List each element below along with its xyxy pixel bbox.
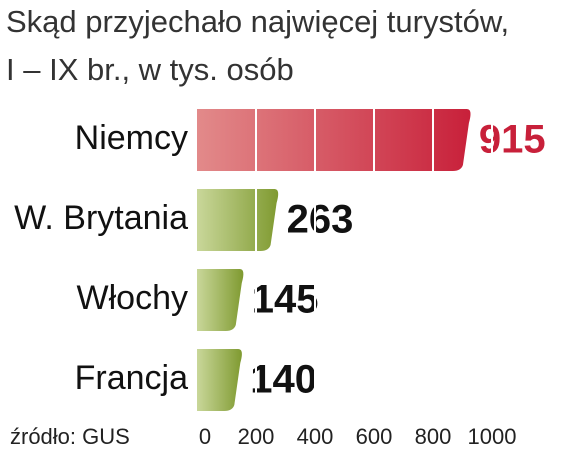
x-tick-label: 200 — [238, 424, 275, 449]
value-label: 145 — [252, 278, 319, 322]
value-label: 915 — [479, 118, 546, 162]
category-label: W. Brytania — [14, 199, 188, 237]
x-tick-label: 600 — [356, 424, 393, 449]
bar — [197, 109, 471, 171]
chart-title: Skąd przyjechało najwięcej turystów, — [6, 4, 509, 39]
bar — [197, 269, 244, 331]
value-label: 263 — [287, 198, 354, 242]
category-label: Francja — [75, 359, 188, 397]
bar — [197, 189, 279, 251]
category-label: Włochy — [77, 279, 188, 317]
source: źródło: GUS — [10, 424, 130, 449]
chart-subtitle: I – IX br., w tys. osób — [6, 52, 294, 87]
x-tick-label: 1000 — [468, 424, 517, 449]
category-label: Niemcy — [75, 119, 188, 157]
x-tick-label: 400 — [297, 424, 334, 449]
x-tick-label: 800 — [415, 424, 452, 449]
bar — [197, 349, 242, 411]
value-label: 140 — [250, 358, 317, 402]
x-tick-label: 0 — [199, 424, 211, 449]
